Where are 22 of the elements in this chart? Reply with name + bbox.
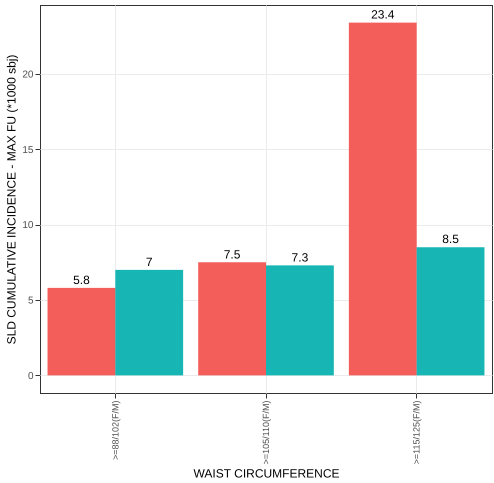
x-tick-label: >=105/110(F/M)	[261, 400, 271, 464]
y-tick-label: 5	[28, 295, 34, 306]
data-label: 23.4	[371, 8, 395, 22]
bar	[198, 262, 266, 376]
y-tick-label: 0	[28, 370, 34, 382]
bar	[48, 288, 116, 376]
bar	[348, 22, 417, 376]
bar	[266, 265, 334, 376]
x-tick-label: >=115/125(F/M)	[412, 400, 422, 464]
data-label: 8.5	[442, 232, 460, 246]
y-tick-label: 15	[22, 144, 34, 156]
data-label: 5.8	[73, 272, 90, 287]
x-tick-label: >=88/102(F/M)	[110, 400, 120, 460]
bar	[416, 247, 484, 376]
data-label: 7.5	[224, 247, 241, 262]
data-label: 7	[146, 254, 153, 269]
y-tick-label: 10	[22, 220, 34, 232]
bar	[115, 270, 184, 376]
x-axis-title: WAIST CIRCUMFERENCE	[193, 466, 340, 480]
y-axis-title: SLD CUMULATIVE INCIDENCE - MAX FU (*1000 sbj)	[4, 54, 18, 344]
data-label: 7.3	[292, 250, 309, 264]
y-tick-label: 20	[22, 69, 34, 80]
